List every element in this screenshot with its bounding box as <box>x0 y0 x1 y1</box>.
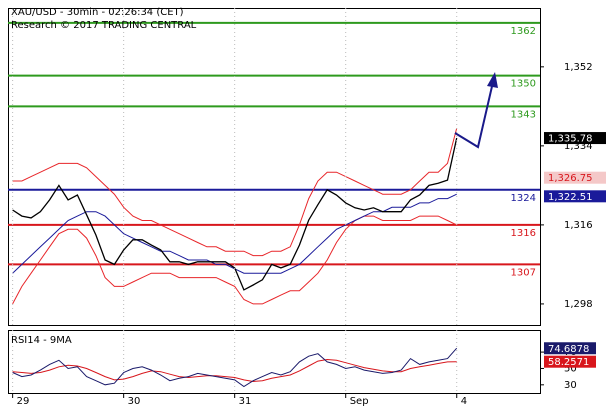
x-tick-label: 30 <box>128 396 141 407</box>
level-label: 1362 <box>511 26 536 37</box>
value-label: 74.6878 <box>548 344 589 355</box>
y-tick-label: 1,352 <box>564 62 593 73</box>
y-tick-label: 1,334 <box>564 141 593 152</box>
value-label: 58.2571 <box>548 357 589 368</box>
series-line <box>12 347 458 388</box>
level-label: 1307 <box>511 267 536 278</box>
level-label: 1324 <box>511 193 536 204</box>
series-line <box>12 137 458 291</box>
series-line <box>12 215 457 305</box>
y-tick-label: 50 <box>564 363 577 374</box>
x-tick-label: 31 <box>239 396 252 407</box>
level-label: 1316 <box>511 228 536 239</box>
series-line <box>12 193 457 274</box>
series-line <box>12 128 458 257</box>
price-box <box>544 171 606 184</box>
level-label: 1343 <box>511 109 536 120</box>
y-tick-label: 1,298 <box>564 299 593 310</box>
price-box <box>544 190 606 203</box>
price-label: 1,335.78 <box>548 134 593 145</box>
x-tick-label: Sep <box>350 396 369 407</box>
price-label: 1,326.75 <box>548 173 593 184</box>
price-box <box>544 132 606 145</box>
x-tick-label: 4 <box>461 396 467 407</box>
price-panel <box>8 8 541 326</box>
rsi-title: RSI14 - 9MA <box>11 335 72 346</box>
arrow-head <box>487 72 498 88</box>
value-box <box>544 355 596 368</box>
forecast-arrow <box>454 81 494 149</box>
price-label: 1,322.51 <box>548 192 593 203</box>
value-box <box>544 342 596 355</box>
x-tick-label: 29 <box>17 396 30 407</box>
level-label: 1350 <box>511 79 536 90</box>
chart-title: XAU/USD - 30min - 02:26:34 (CET) <box>11 7 184 18</box>
plot-layer: 1,352 1,334 1,316 1,298 1362 1350 1343 1324 1316… <box>8 8 606 407</box>
rsi-panel <box>8 330 541 394</box>
chart-subtitle: Research © 2017 TRADING CENTRAL <box>11 20 197 31</box>
y-tick-label: 1,316 <box>564 220 593 231</box>
series-line <box>12 358 457 383</box>
y-tick-label: 30 <box>564 380 577 391</box>
